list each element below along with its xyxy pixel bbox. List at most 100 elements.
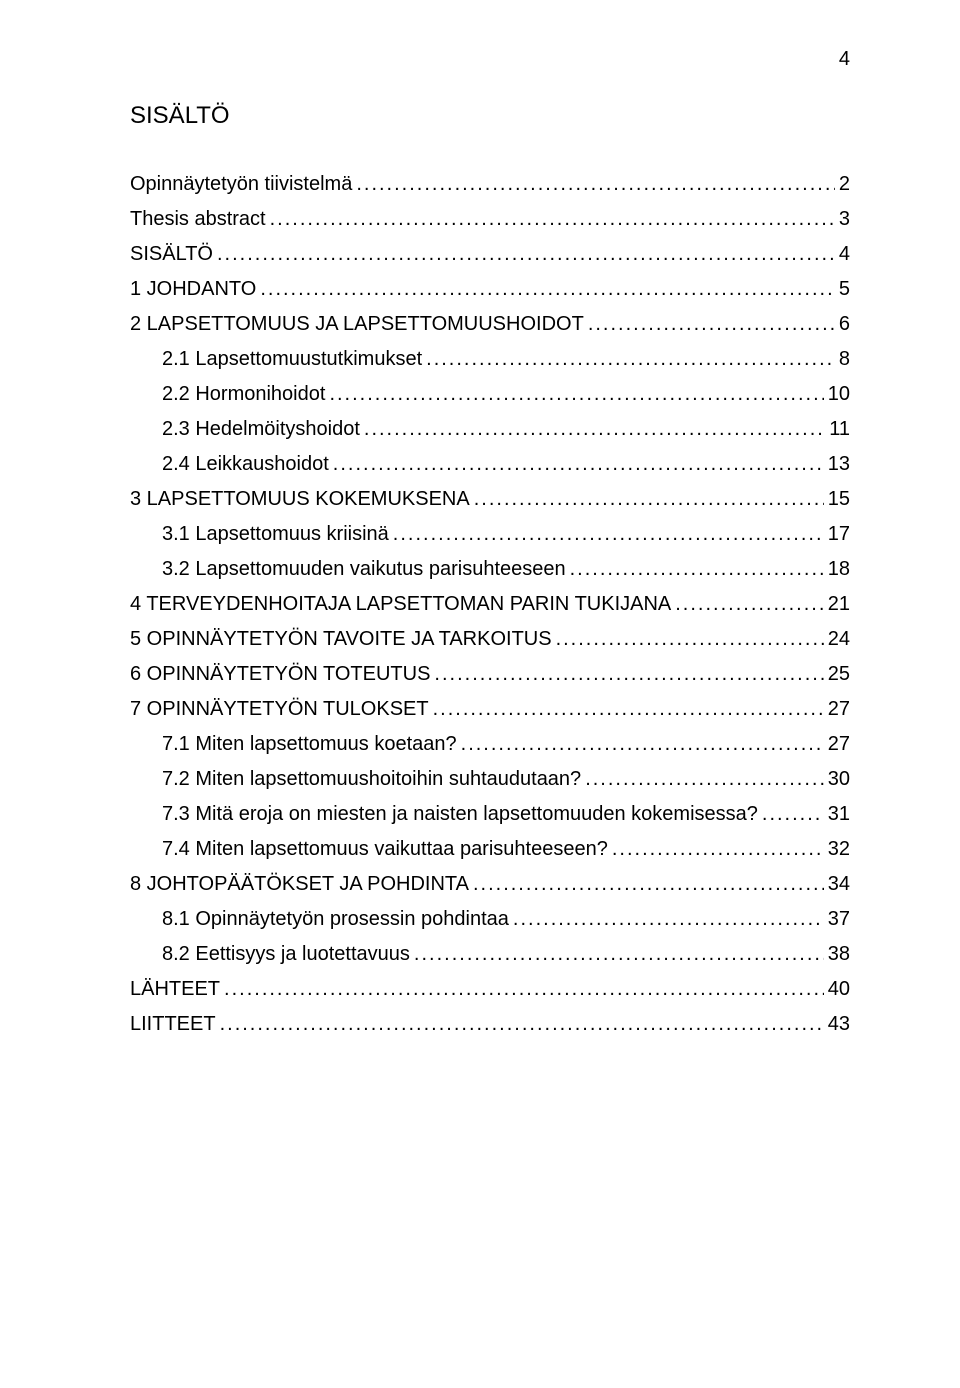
toc-entry-label: 2.2 Hormonihoidot (162, 384, 325, 404)
toc-leader-dots (426, 349, 835, 369)
toc-leader-dots (329, 384, 823, 404)
toc-entry: 8.1 Opinnäytetyön prosessin pohdintaa 37 (130, 909, 850, 929)
toc-entry: 7 OPINNÄYTETYÖN TULOKSET 27 (130, 699, 850, 719)
toc-leader-dots (513, 909, 824, 929)
toc-leader-dots (217, 244, 835, 264)
toc-entry-label: Thesis abstract (130, 209, 266, 229)
table-of-contents: Opinnäytetyön tiivistelmä 2 Thesis abstrac… (130, 174, 850, 1034)
toc-leader-dots (393, 524, 824, 544)
toc-entry-label: 3.1 Lapsettomuus kriisinä (162, 524, 389, 544)
toc-entry-page: 8 (839, 349, 850, 369)
toc-entry-page: 17 (828, 524, 850, 544)
toc-entry: SISÄLTÖ 4 (130, 244, 850, 264)
toc-entry-label: 7.1 Miten lapsettomuus koetaan? (162, 734, 457, 754)
toc-leader-dots (260, 279, 835, 299)
toc-entry-label: 8.1 Opinnäytetyön prosessin pohdintaa (162, 909, 509, 929)
toc-entry-label: 7.2 Miten lapsettomuushoitoihin suhtaudu… (162, 769, 581, 789)
toc-entry-label: 3.2 Lapsettomuuden vaikutus parisuhteese… (162, 559, 566, 579)
toc-entry-label: 6 OPINNÄYTETYÖN TOTEUTUS (130, 664, 430, 684)
toc-entry: Opinnäytetyön tiivistelmä 2 (130, 174, 850, 194)
toc-entry-page: 27 (828, 734, 850, 754)
toc-entry-label: 2.3 Hedelmöityshoidot (162, 419, 360, 439)
toc-leader-dots (473, 874, 824, 894)
toc-entry: 5 OPINNÄYTETYÖN TAVOITE JA TARKOITUS 24 (130, 629, 850, 649)
toc-leader-dots (220, 1014, 824, 1034)
toc-leader-dots (612, 839, 824, 859)
toc-entry-page: 4 (839, 244, 850, 264)
toc-entry: 2.2 Hormonihoidot10 (130, 384, 850, 404)
toc-entry-label: 2.4 Leikkaushoidot (162, 454, 329, 474)
toc-entry: 3 LAPSETTOMUUS KOKEMUKSENA 15 (130, 489, 850, 509)
toc-entry-page: 21 (828, 594, 850, 614)
toc-entry-label: LÄHTEET (130, 979, 220, 999)
toc-entry: 3.2 Lapsettomuuden vaikutus parisuhteese… (130, 559, 850, 579)
toc-leader-dots (364, 419, 825, 439)
toc-entry: 7.3 Mitä eroja on miesten ja naisten lap… (130, 804, 850, 824)
toc-leader-dots (585, 769, 824, 789)
toc-entry-page: 27 (828, 699, 850, 719)
toc-entry-page: 5 (839, 279, 850, 299)
toc-entry: 4 TERVEYDENHOITAJA LAPSETTOMAN PARIN TUK… (130, 594, 850, 614)
toc-entry-label: LIITTEET (130, 1014, 216, 1034)
toc-entry: Thesis abstract 3 (130, 209, 850, 229)
toc-entry: 1 JOHDANTO 5 (130, 279, 850, 299)
page-content: SISÄLTÖ Opinnäytetyön tiivistelmä 2 Thesis… (0, 0, 960, 1121)
toc-entry: LÄHTEET 40 (130, 979, 850, 999)
toc-entry-label: 7.3 Mitä eroja on miesten ja naisten lap… (162, 804, 758, 824)
toc-leader-dots (461, 734, 824, 754)
toc-entry-page: 40 (828, 979, 850, 999)
toc-entry-page: 6 (839, 314, 850, 334)
toc-leader-dots (474, 489, 824, 509)
toc-entry-label: 1 JOHDANTO (130, 279, 256, 299)
toc-leader-dots (570, 559, 824, 579)
toc-entry: 2.4 Leikkaushoidot 13 (130, 454, 850, 474)
toc-entry: 7.2 Miten lapsettomuushoitoihin suhtaudu… (130, 769, 850, 789)
toc-entry-page: 43 (828, 1014, 850, 1034)
toc-entry-label: 2.1 Lapsettomuustutkimukset (162, 349, 422, 369)
toc-leader-dots (556, 629, 824, 649)
toc-entry: 8.2 Eettisyys ja luotettavuus 38 (130, 944, 850, 964)
toc-entry: 8 JOHTOPÄÄTÖKSET JA POHDINTA 34 (130, 874, 850, 894)
toc-entry-label: 3 LAPSETTOMUUS KOKEMUKSENA (130, 489, 470, 509)
toc-entry-page: 31 (828, 804, 850, 824)
toc-entry: 6 OPINNÄYTETYÖN TOTEUTUS 25 (130, 664, 850, 684)
toc-leader-dots (224, 979, 824, 999)
toc-entry-label: 2 LAPSETTOMUUS JA LAPSETTOMUUSHOIDOT (130, 314, 584, 334)
toc-leader-dots (675, 594, 824, 614)
toc-entry: 7.1 Miten lapsettomuus koetaan? 27 (130, 734, 850, 754)
toc-entry-page: 18 (828, 559, 850, 579)
toc-entry: 2 LAPSETTOMUUS JA LAPSETTOMUUSHOIDOT 6 (130, 314, 850, 334)
toc-entry-page: 15 (828, 489, 850, 509)
toc-leader-dots (434, 664, 823, 684)
toc-entry-page: 11 (829, 419, 850, 439)
toc-entry-page: 38 (828, 944, 850, 964)
toc-entry-page: 32 (828, 839, 850, 859)
toc-entry: 2.3 Hedelmöityshoidot 11 (130, 419, 850, 439)
toc-entry-label: 5 OPINNÄYTETYÖN TAVOITE JA TARKOITUS (130, 629, 552, 649)
toc-entry-page: 25 (828, 664, 850, 684)
toc-leader-dots (333, 454, 824, 474)
toc-entry-label: 8.2 Eettisyys ja luotettavuus (162, 944, 410, 964)
toc-entry-page: 2 (839, 174, 850, 194)
toc-leader-dots (414, 944, 824, 964)
toc-leader-dots (588, 314, 835, 334)
toc-leader-dots (270, 209, 835, 229)
toc-entry-label: Opinnäytetyön tiivistelmä (130, 174, 352, 194)
toc-leader-dots (433, 699, 824, 719)
toc-entry-label: 8 JOHTOPÄÄTÖKSET JA POHDINTA (130, 874, 469, 894)
toc-entry-page: 3 (839, 209, 850, 229)
toc-leader-dots (356, 174, 835, 194)
toc-entry: 3.1 Lapsettomuus kriisinä 17 (130, 524, 850, 544)
toc-entry-label: 7 OPINNÄYTETYÖN TULOKSET (130, 699, 429, 719)
toc-leader-dots (762, 804, 824, 824)
toc-entry-page: 37 (828, 909, 850, 929)
toc-entry: LIITTEET 43 (130, 1014, 850, 1034)
toc-entry-page: 13 (828, 454, 850, 474)
toc-entry-page: 34 (828, 874, 850, 894)
toc-entry: 7.4 Miten lapsettomuus vaikuttaa parisuh… (130, 839, 850, 859)
toc-entry-page: 30 (828, 769, 850, 789)
toc-entry-label: SISÄLTÖ (130, 244, 213, 264)
toc-entry-page: 24 (828, 629, 850, 649)
toc-entry: 2.1 Lapsettomuustutkimukset 8 (130, 349, 850, 369)
page-number: 4 (839, 48, 850, 71)
